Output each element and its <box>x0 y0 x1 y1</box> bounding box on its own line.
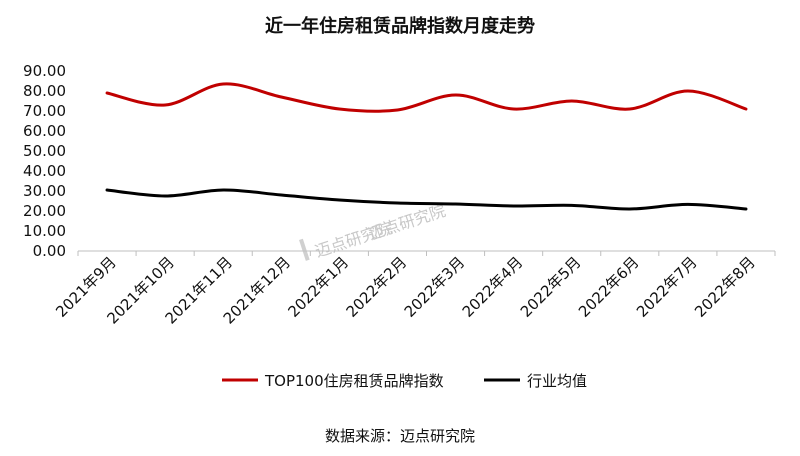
y-axis: 0.00 10.00 20.00 30.00 40.00 50.00 60.00 70.00 8… <box>23 62 66 260</box>
y-tick-label: 10.00 <box>23 222 66 240</box>
series-line-1 <box>105 188 748 211</box>
source-note: 数据来源：迈点研究院 <box>325 427 475 445</box>
x-tick-label: 2022年2月 <box>343 253 411 321</box>
x-tick-label: 2022年3月 <box>401 253 469 321</box>
y-tick-label: 70.00 <box>23 102 66 120</box>
x-axis-labels: 2021年9月2021年10月2021年11月2021年12月2022年1月20… <box>52 253 759 327</box>
y-tick-label: 20.00 <box>23 202 66 220</box>
x-tick-label: 2022年4月 <box>459 253 527 321</box>
legend-label: 行业均值 <box>527 372 587 390</box>
y-tick-label: 0.00 <box>33 242 66 260</box>
x-tick-label: 2022年1月 <box>285 253 353 321</box>
y-tick-label: 80.00 <box>23 82 66 100</box>
y-tick-label: 90.00 <box>23 62 66 80</box>
series-lines <box>105 82 748 211</box>
watermark-logo-icon <box>299 238 310 261</box>
chart-title: 近一年住房租赁品牌指数月度走势 <box>265 15 535 37</box>
legend: TOP100住房租赁品牌指数 行业均值 <box>222 372 587 390</box>
x-tick-label: 2022年6月 <box>575 253 643 321</box>
series-line-0 <box>105 82 748 113</box>
x-tick-label: 2022年5月 <box>517 253 585 321</box>
x-tick-label: 2022年7月 <box>633 253 701 321</box>
x-tick-label: 2022年8月 <box>691 253 759 321</box>
watermark-brand-text: 迈点研究院 <box>366 201 448 244</box>
y-tick-label: 60.00 <box>23 122 66 140</box>
legend-label: TOP100住房租赁品牌指数 <box>264 372 444 390</box>
y-tick-label: 30.00 <box>23 182 66 200</box>
y-tick-label: 50.00 <box>23 142 66 160</box>
x-axis-ticks <box>77 251 776 256</box>
y-tick-label: 40.00 <box>23 162 66 180</box>
